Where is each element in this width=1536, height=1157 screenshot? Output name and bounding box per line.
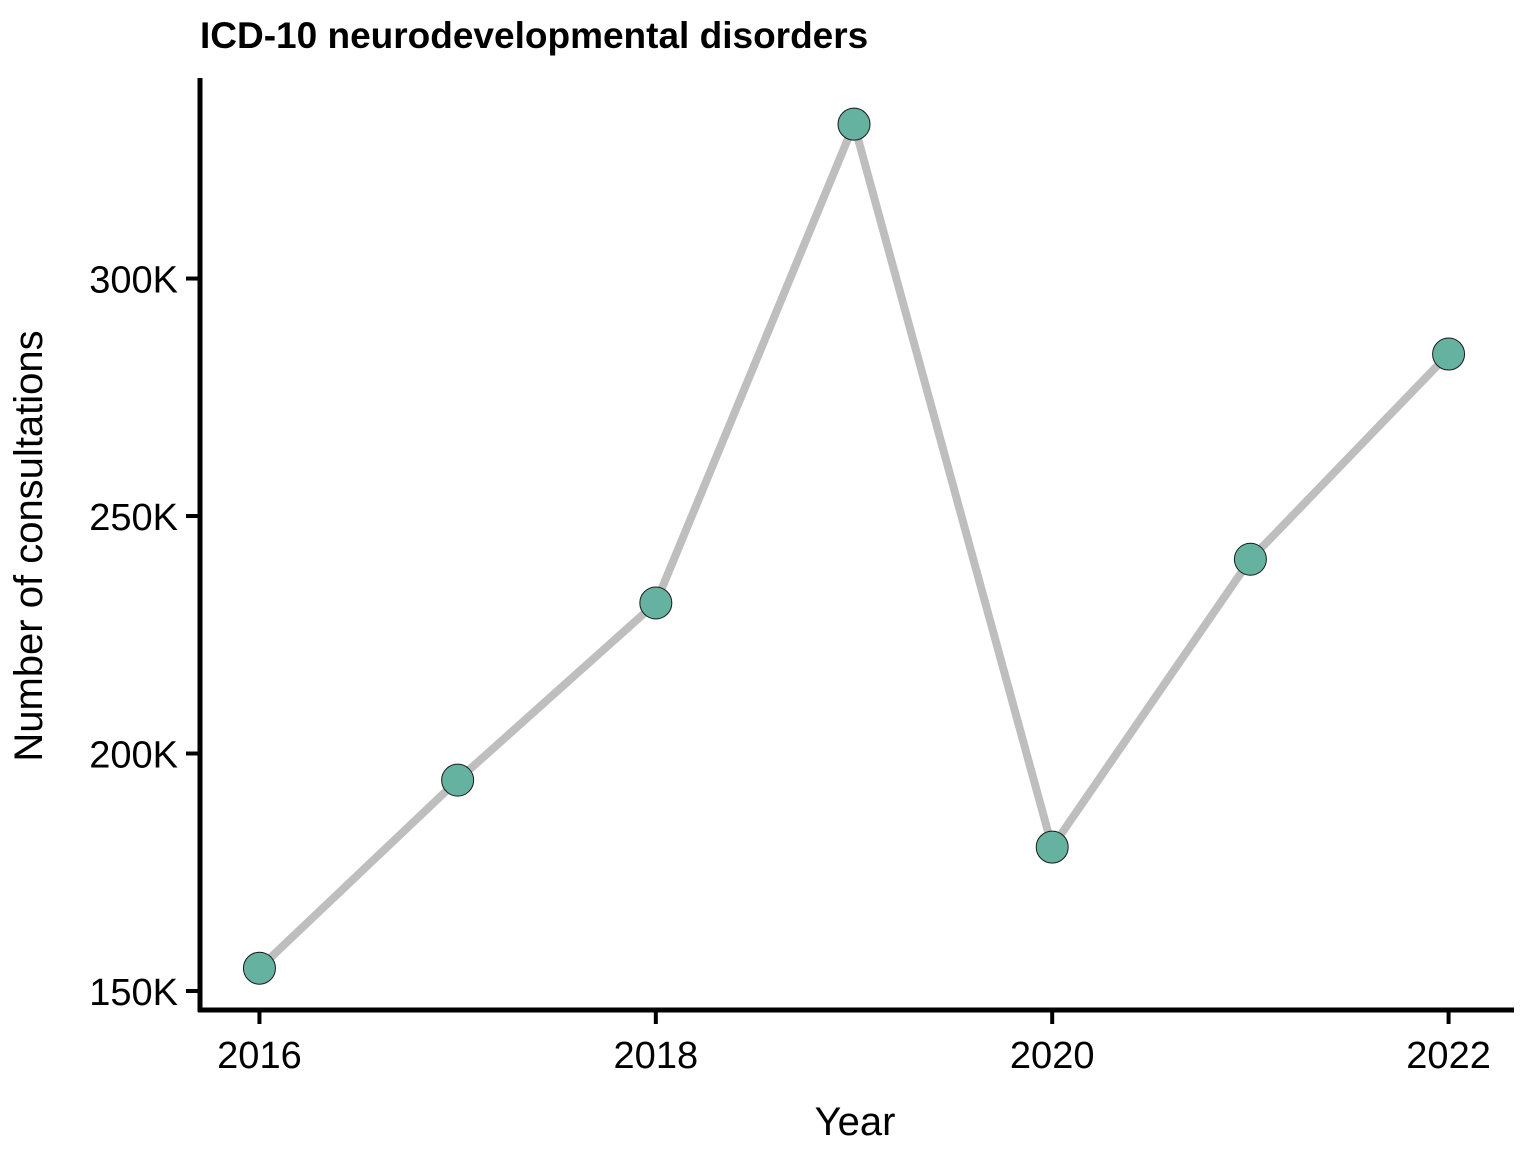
y-tick-label: 200K [89, 735, 178, 777]
plot-area [242, 107, 1466, 985]
y-tick-label: 250K [89, 497, 178, 539]
data-point-2019 [837, 107, 871, 141]
x-tick-label: 2018 [614, 1035, 699, 1077]
x-tick-label: 2016 [217, 1035, 302, 1077]
x-axis-label: Year [815, 1100, 896, 1144]
y-tick-label: 300K [89, 260, 178, 302]
y-axis-label: Number of consultations [7, 330, 51, 761]
data-point-2018 [639, 586, 673, 620]
x-tick-label: 2022 [1406, 1035, 1491, 1077]
series-line [256, 120, 1452, 972]
data-point-2016 [242, 951, 276, 985]
data-point-2022 [1432, 337, 1466, 371]
x-tick-label: 2020 [1010, 1035, 1095, 1077]
data-point-2017 [441, 763, 475, 797]
y-tick-label: 150K [89, 972, 178, 1014]
data-point-2021 [1233, 542, 1267, 576]
data-point-2020 [1035, 830, 1069, 864]
x-axis-ticks: 2016 2018 2020 2022 [217, 1010, 1491, 1077]
y-axis-ticks: 150K 200K 250K 300K [89, 260, 200, 1014]
chart-title: ICD-10 neurodevelopmental disorders [200, 15, 868, 56]
